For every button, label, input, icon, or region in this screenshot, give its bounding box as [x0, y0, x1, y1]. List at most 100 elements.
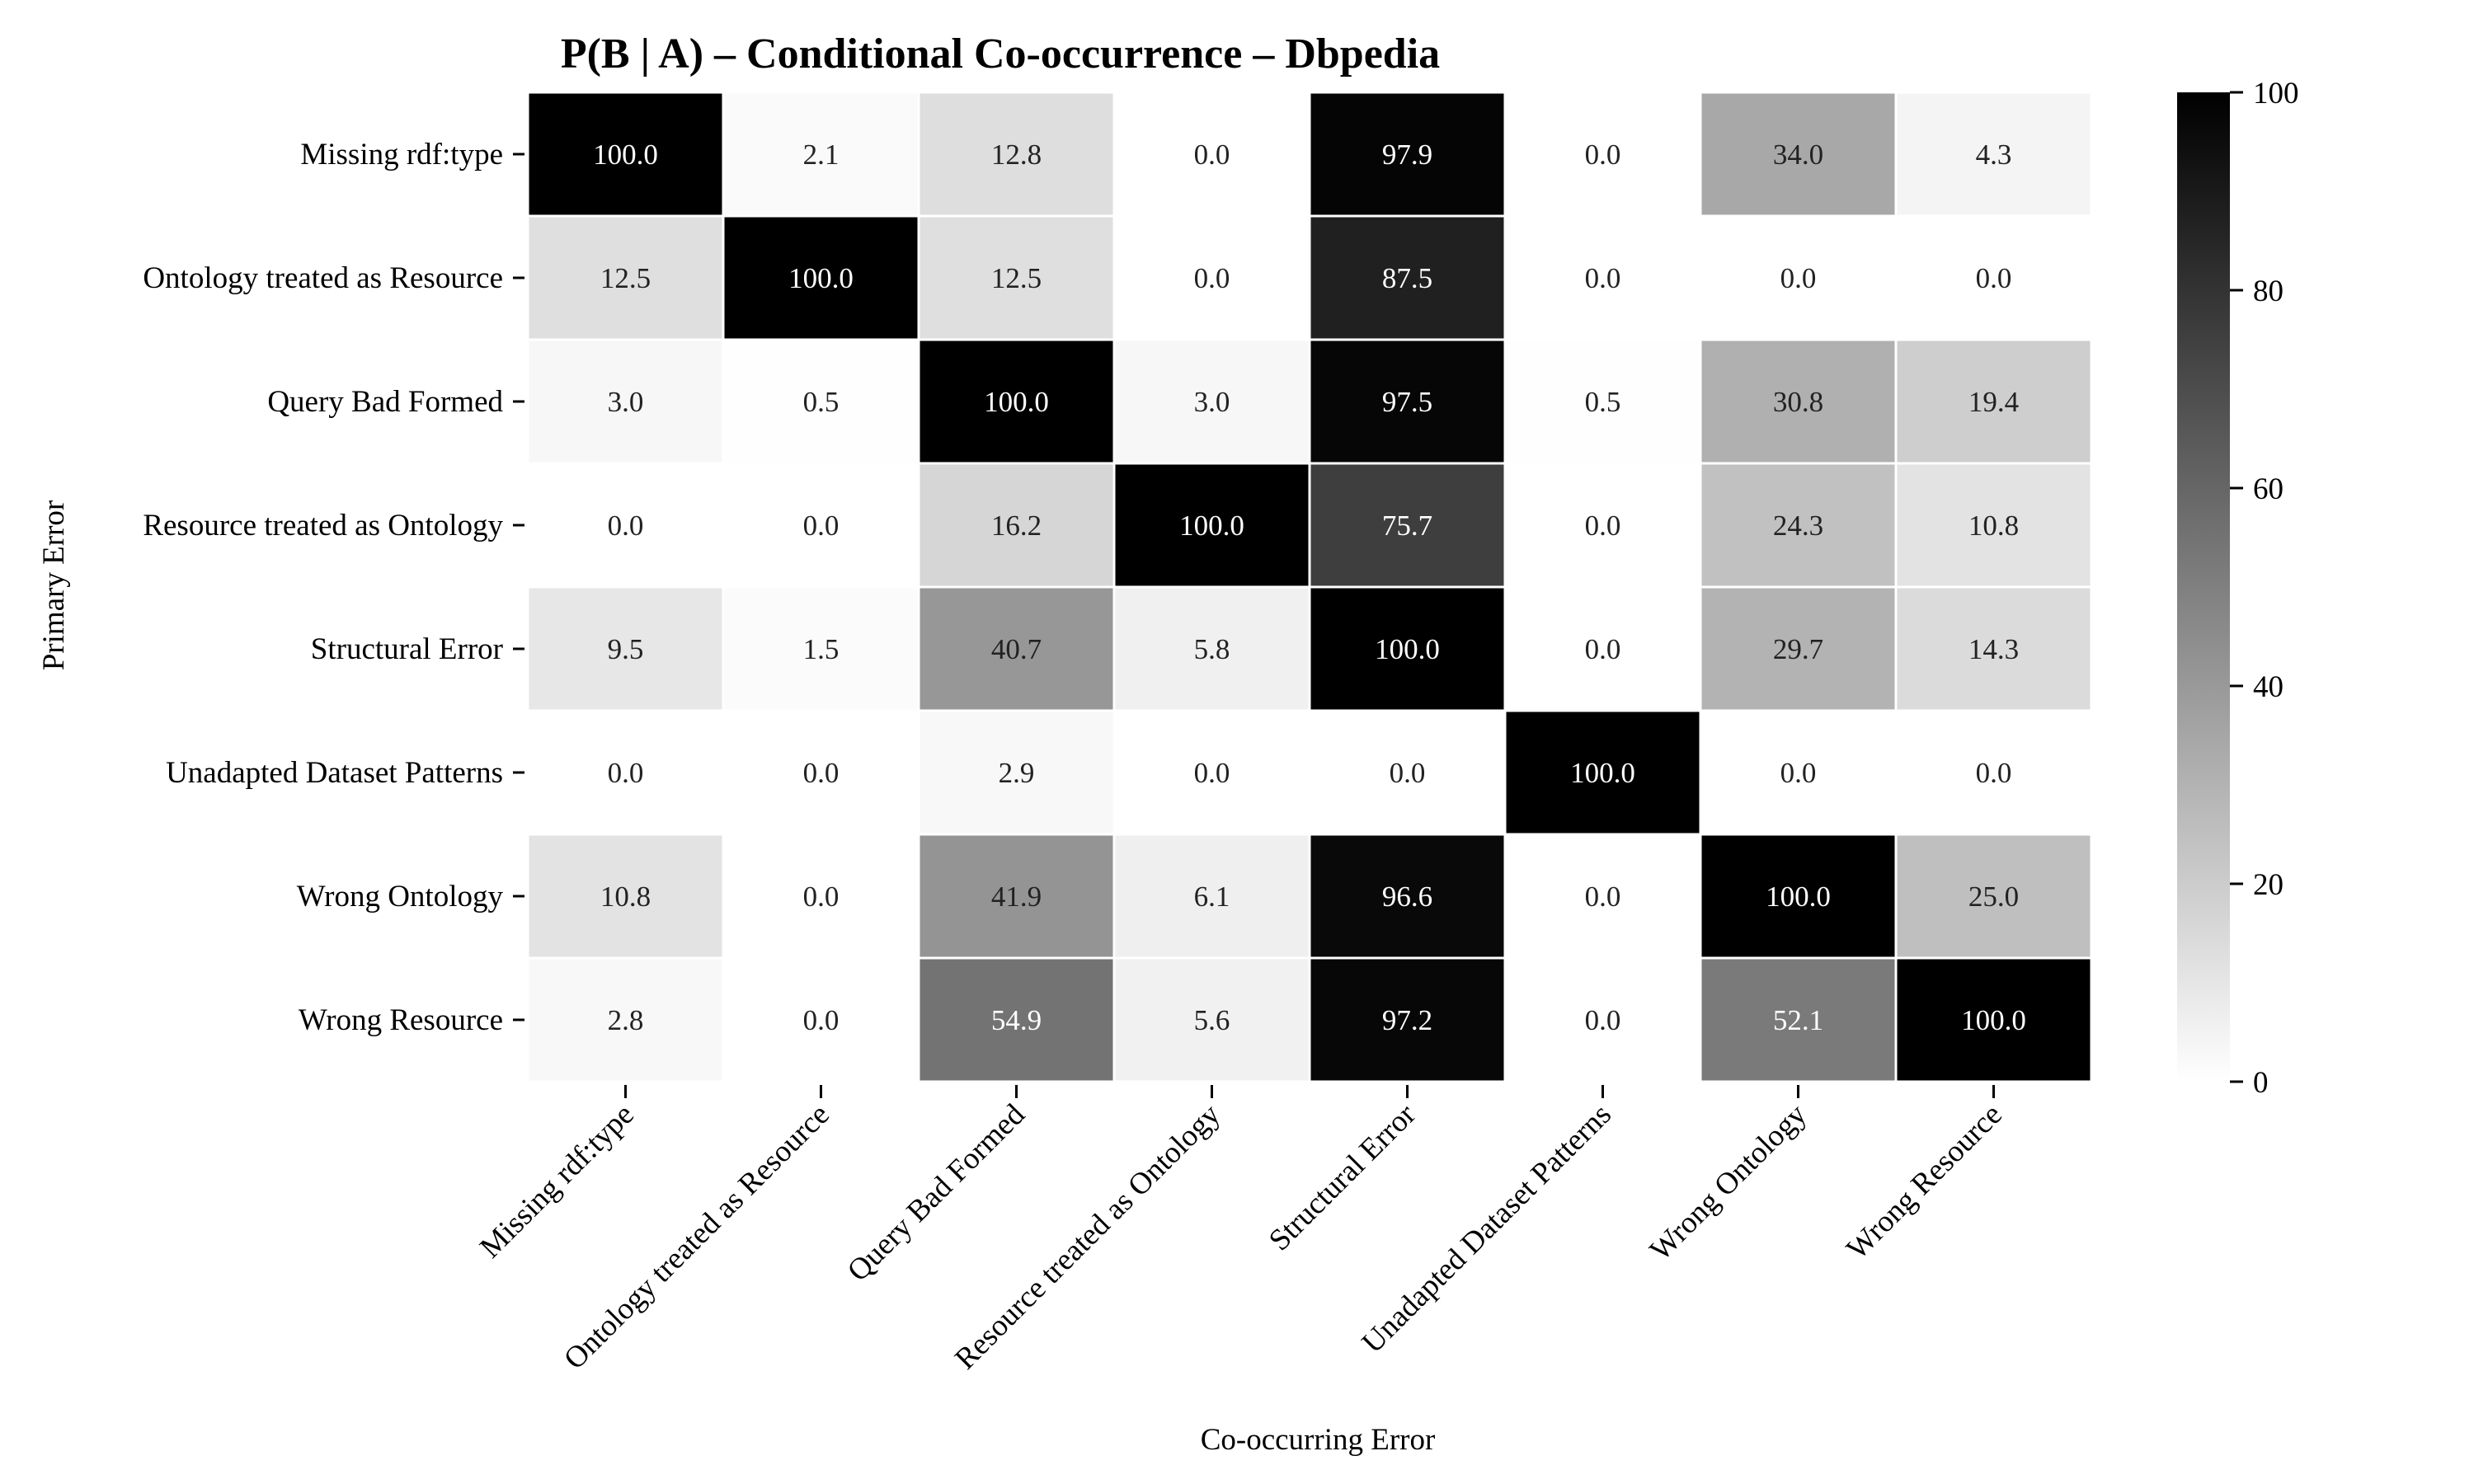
y-tick-label: Structural Error — [311, 632, 503, 666]
heatmap-cell — [1699, 709, 1898, 836]
heatmap-cell — [1112, 338, 1311, 465]
heatmap-cell — [722, 833, 920, 960]
cell-value-label: 100.0 — [984, 386, 1049, 418]
heatmap-cell — [1112, 214, 1311, 341]
cell-value-label: 5.8 — [1194, 633, 1230, 665]
heatmap-cell — [1894, 709, 2093, 836]
y-axis-ticks: Missing rdf:type Ontology treated as Reso… — [143, 138, 524, 1037]
heatmap-cell — [917, 956, 1116, 1083]
cell-value-label: 0.5 — [803, 386, 840, 418]
y-tick-label: Wrong Resource — [299, 1003, 503, 1037]
cell-value-label: 0.0 — [1390, 757, 1426, 789]
colorbar-tick-label: 80 — [2253, 275, 2284, 308]
colorbar: 0 20 40 60 80 100 — [2177, 77, 2299, 1100]
cell-value-label: 0.0 — [1585, 881, 1621, 913]
cell-value-label: 100.0 — [788, 262, 854, 294]
heatmap-cell — [917, 91, 1116, 218]
cell-value-label: 2.9 — [999, 757, 1035, 789]
cell-value-label: 0.0 — [803, 1004, 840, 1036]
heatmap-cell — [526, 956, 725, 1083]
heatmap-cell — [1503, 91, 1702, 218]
cell-value-label: 0.0 — [1780, 757, 1817, 789]
heatmap-cell — [1308, 833, 1507, 960]
cell-value-label: 12.5 — [600, 262, 651, 294]
heatmap-cell — [1699, 338, 1898, 465]
cell-value-label: 2.1 — [803, 139, 840, 171]
cell-value-label: 0.0 — [608, 757, 644, 789]
heatmap-cell — [917, 462, 1116, 589]
colorbar-ticks: 0 20 40 60 80 100 — [2230, 77, 2299, 1100]
y-tick-label: Resource treated as Ontology — [143, 509, 503, 542]
colorbar-tick-label: 40 — [2253, 670, 2284, 704]
colorbar-tick-label: 0 — [2253, 1066, 2269, 1100]
x-tick-label: Missing rdf:type — [473, 1097, 641, 1265]
x-tick-label: Structural Error — [1263, 1097, 1423, 1257]
cell-value-label: 2.8 — [608, 1004, 644, 1036]
heatmap-cell — [1699, 462, 1898, 589]
heatmap-cell — [1699, 585, 1898, 712]
cell-value-label: 14.3 — [1968, 633, 2019, 665]
cell-value-label: 5.6 — [1194, 1004, 1230, 1036]
cell-value-label: 1.5 — [803, 633, 840, 665]
y-axis-label: Primary Error — [37, 500, 71, 671]
cell-value-label: 0.0 — [1976, 262, 2012, 294]
y-tick-label: Unadapted Dataset Patterns — [166, 756, 503, 790]
cell-value-label: 97.5 — [1382, 386, 1432, 418]
x-tick-label: Wrong Resource — [1840, 1097, 2008, 1266]
cell-value-label: 87.5 — [1382, 262, 1432, 294]
heatmap-cell — [722, 338, 920, 465]
heatmap-cell — [1503, 709, 1702, 836]
y-tick-label: Wrong Ontology — [297, 880, 504, 913]
cell-value-label: 16.2 — [991, 510, 1042, 542]
cell-value-label: 0.0 — [608, 510, 644, 542]
heatmap-cell — [1503, 338, 1702, 465]
heatmap-cell — [526, 338, 725, 465]
heatmap-cell — [526, 462, 725, 589]
cell-value-label: 0.0 — [1976, 757, 2012, 789]
cell-value-label: 12.5 — [991, 262, 1042, 294]
cell-value-label: 0.0 — [1585, 633, 1621, 665]
cell-value-label: 0.0 — [1194, 262, 1230, 294]
heatmap-cell — [1894, 91, 2093, 218]
heatmap-cells: 100.0 2.1 12.8 0.0 97.9 0.0 34.0 4.3 12.5 100.0 12… — [526, 91, 2093, 1083]
cell-value-label: 0.0 — [1585, 139, 1621, 171]
heatmap-cell — [1503, 214, 1702, 341]
x-tick-label: Query Bad Formed — [841, 1097, 1032, 1288]
heatmap-cell — [917, 338, 1116, 465]
cell-value-label: 0.5 — [1585, 386, 1621, 418]
cell-value-label: 6.1 — [1194, 881, 1230, 913]
cell-value-label: 12.8 — [991, 139, 1042, 171]
heatmap-cell — [722, 709, 920, 836]
cell-value-label: 96.6 — [1382, 881, 1432, 913]
heatmap-cell — [1894, 585, 2093, 712]
cell-value-label: 54.9 — [991, 1004, 1042, 1036]
heatmap-cell — [1112, 585, 1311, 712]
cell-value-label: 100.0 — [593, 139, 658, 171]
cell-value-label: 100.0 — [1570, 757, 1635, 789]
y-tick-label: Ontology treated as Resource — [143, 261, 503, 295]
heatmap-cell — [526, 91, 725, 218]
heatmap-cell — [722, 214, 920, 341]
cell-value-label: 9.5 — [608, 633, 644, 665]
cell-value-label: 100.0 — [1179, 510, 1244, 542]
cell-value-label: 24.3 — [1773, 510, 1823, 542]
heatmap-cell — [526, 833, 725, 960]
cell-value-label: 29.7 — [1773, 633, 1823, 665]
x-tick-label: Wrong Ontology — [1644, 1097, 1813, 1267]
heatmap-cell — [1112, 956, 1311, 1083]
heatmap-cell — [722, 91, 920, 218]
y-tick-label: Query Bad Formed — [267, 385, 503, 419]
heatmap-cell — [1308, 709, 1507, 836]
cell-value-label: 40.7 — [991, 633, 1042, 665]
cell-value-label: 97.9 — [1382, 139, 1432, 171]
cell-value-label: 75.7 — [1382, 510, 1432, 542]
cell-value-label: 4.3 — [1976, 139, 2012, 171]
heatmap-cell — [1308, 338, 1507, 465]
heatmap-cell — [1308, 956, 1507, 1083]
cell-value-label: 25.0 — [1968, 881, 2019, 913]
cell-value-label: 0.0 — [1194, 757, 1230, 789]
heatmap-cell — [1894, 214, 2093, 341]
heatmap-cell — [1308, 462, 1507, 589]
